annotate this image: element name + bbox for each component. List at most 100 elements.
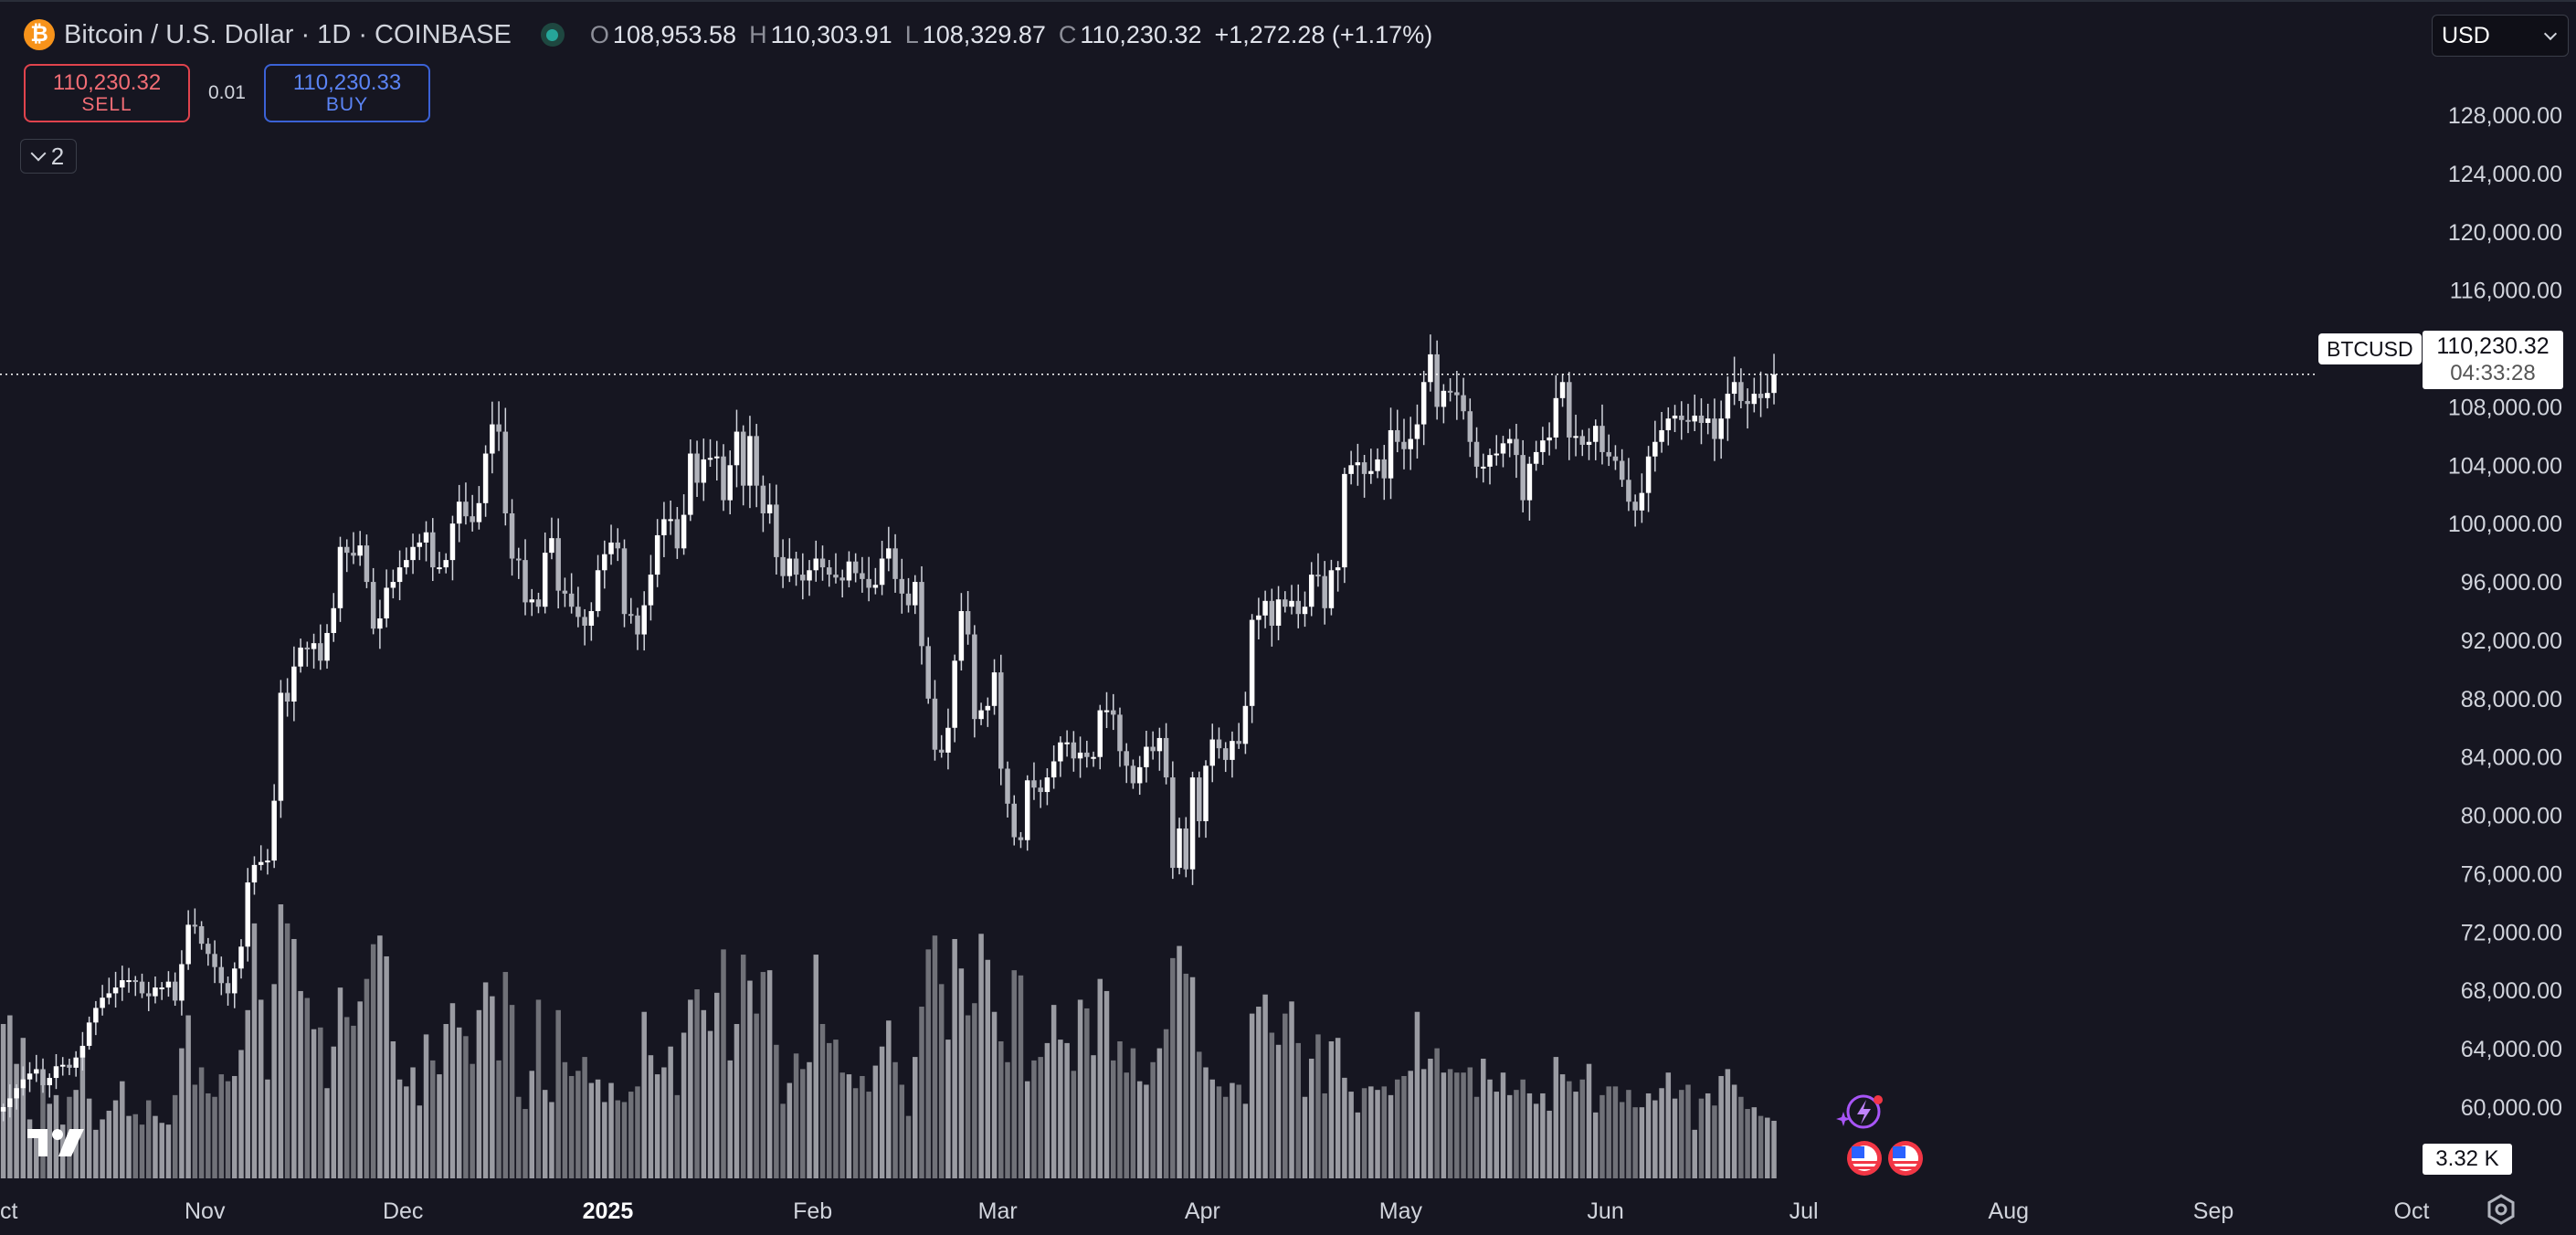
volume-bar bbox=[516, 1096, 522, 1178]
volume-bar bbox=[509, 1005, 515, 1178]
volume-bar bbox=[654, 1074, 660, 1178]
candle-body bbox=[952, 660, 957, 728]
volume-bar bbox=[1606, 1086, 1611, 1178]
candle-body bbox=[807, 570, 812, 581]
buy-button[interactable]: 110,230.33 BUY bbox=[264, 64, 430, 122]
market-status-icon[interactable] bbox=[540, 23, 565, 47]
volume-bar bbox=[932, 935, 938, 1178]
lightning-icon[interactable] bbox=[1836, 1094, 1883, 1129]
volume-bar bbox=[1091, 1055, 1096, 1178]
volume-bar bbox=[79, 1046, 86, 1178]
candle-body bbox=[542, 553, 548, 607]
volume-bar bbox=[198, 1067, 205, 1178]
volume-bar bbox=[1242, 1103, 1249, 1178]
candle-body bbox=[615, 542, 621, 549]
volume-bar bbox=[774, 1044, 779, 1178]
time-tick-label: 2025 bbox=[583, 1198, 634, 1224]
candle-body bbox=[40, 1069, 46, 1086]
volume-bar bbox=[1031, 1060, 1037, 1178]
volume-bar bbox=[245, 1009, 250, 1178]
candle-body bbox=[734, 431, 740, 466]
low-value: 108,329.87 bbox=[922, 20, 1046, 48]
price-tick-label: 76,000.00 bbox=[2461, 861, 2562, 887]
high-label: H bbox=[749, 20, 767, 48]
volume-bar bbox=[496, 1060, 501, 1178]
candle-body bbox=[430, 532, 436, 568]
settings-icon[interactable] bbox=[2483, 1191, 2519, 1228]
candle-body bbox=[145, 993, 152, 997]
volume-bar bbox=[258, 999, 264, 1178]
volume-bar bbox=[668, 1046, 673, 1178]
candle-body bbox=[694, 453, 700, 483]
volume-bar bbox=[1084, 1008, 1090, 1178]
volume-bar bbox=[1005, 1061, 1010, 1178]
time-tick-label: Sep bbox=[2193, 1198, 2233, 1224]
candle-body bbox=[1718, 418, 1724, 439]
candle-body bbox=[1103, 710, 1110, 712]
candle-body bbox=[1084, 752, 1090, 757]
candle-body bbox=[1738, 382, 1744, 402]
candle-body bbox=[1024, 780, 1030, 840]
candle-body bbox=[245, 882, 250, 947]
chevron-down-icon bbox=[2543, 26, 2558, 41]
volume-bar bbox=[1368, 1086, 1374, 1178]
candle-body bbox=[727, 465, 733, 501]
candle-body bbox=[1130, 765, 1136, 784]
candle-body bbox=[165, 981, 172, 988]
volume-bar bbox=[1401, 1075, 1407, 1178]
volume-bar bbox=[476, 1009, 482, 1178]
us-flag-icon[interactable] bbox=[1847, 1141, 1882, 1176]
indicators-toggle-button[interactable]: 2 bbox=[20, 139, 77, 174]
candle-body bbox=[707, 458, 713, 460]
candle-body bbox=[1256, 615, 1262, 620]
candle-body bbox=[1606, 451, 1611, 457]
currency-select[interactable]: USD bbox=[2432, 15, 2569, 57]
candle-body bbox=[582, 617, 587, 626]
volume-bar bbox=[1103, 990, 1110, 1178]
candle-body bbox=[258, 861, 264, 865]
symbol-title[interactable]: Bitcoin / U.S. Dollar · 1D · COINBASE bbox=[64, 19, 512, 49]
candle-body bbox=[502, 431, 509, 513]
volume-bar bbox=[1672, 1098, 1678, 1178]
candle-body bbox=[396, 567, 403, 583]
candle-body bbox=[443, 560, 449, 568]
volume-bar bbox=[582, 1057, 587, 1178]
volume-bar bbox=[621, 1102, 628, 1178]
sell-button[interactable]: 110,230.32 SELL bbox=[24, 64, 190, 122]
price-tick-label: 72,000.00 bbox=[2461, 920, 2562, 945]
candle-body bbox=[437, 567, 442, 570]
candle-body bbox=[1520, 455, 1526, 501]
candle-body bbox=[291, 666, 297, 702]
candle-body bbox=[1705, 418, 1711, 423]
volume-bar bbox=[701, 1009, 707, 1178]
candle-body bbox=[126, 980, 132, 983]
volume-bar bbox=[1117, 1041, 1123, 1178]
volume-bar bbox=[1738, 1096, 1744, 1178]
volume-bar bbox=[1308, 1058, 1314, 1178]
volume-bar bbox=[132, 1114, 139, 1178]
volume-bar bbox=[437, 1074, 442, 1178]
candle-body bbox=[1612, 456, 1619, 461]
volume-bar bbox=[1652, 1100, 1658, 1178]
volume-bar bbox=[1705, 1092, 1711, 1178]
candle-body bbox=[1586, 441, 1592, 445]
us-flag-icon[interactable] bbox=[1888, 1141, 1923, 1176]
buy-price: 110,230.33 bbox=[292, 70, 402, 96]
time-tick-label: Oct bbox=[0, 1198, 17, 1224]
volume-bar bbox=[1765, 1117, 1770, 1178]
price-tick-label: 92,000.00 bbox=[2461, 628, 2562, 654]
events-icons[interactable] bbox=[1836, 1092, 1927, 1183]
tradingview-logo-icon[interactable] bbox=[27, 1125, 88, 1162]
volume-bar bbox=[86, 1098, 92, 1178]
candle-body bbox=[318, 643, 323, 661]
volume-bar bbox=[734, 1024, 740, 1178]
volume-bar bbox=[938, 984, 945, 1178]
volume-bar bbox=[304, 998, 311, 1178]
candle-body bbox=[1533, 451, 1539, 464]
candle-body bbox=[1216, 739, 1222, 749]
candle-body bbox=[47, 1078, 52, 1086]
volume-bar bbox=[819, 1024, 826, 1178]
volume-bar bbox=[602, 1102, 607, 1178]
